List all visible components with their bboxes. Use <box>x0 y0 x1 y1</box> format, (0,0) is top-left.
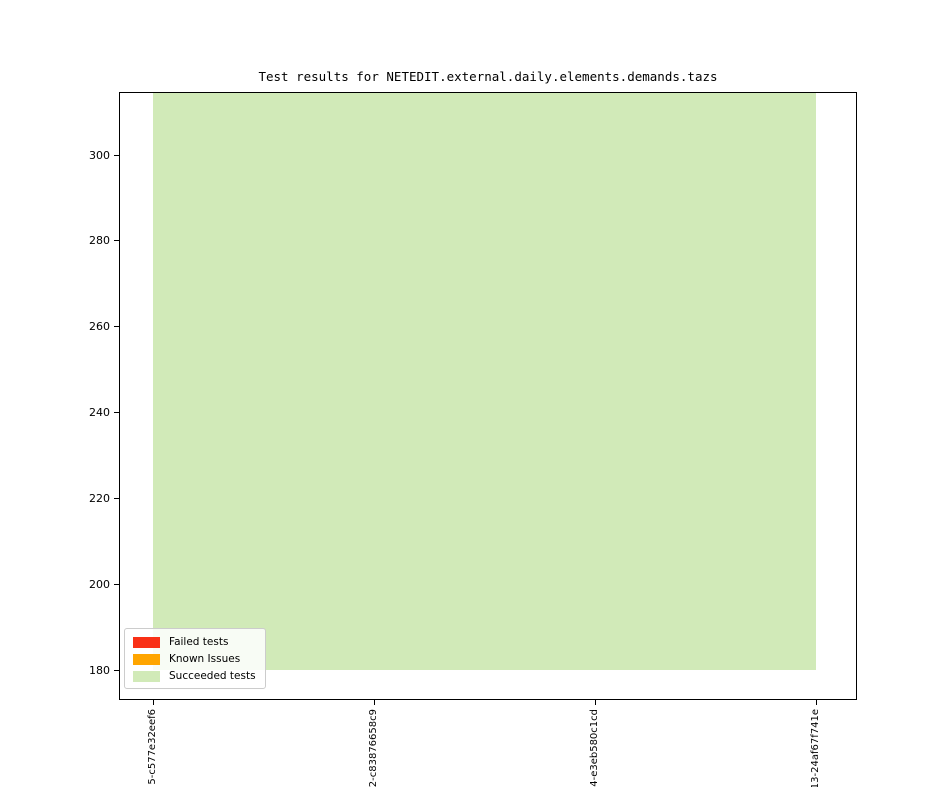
legend-label: Failed tests <box>169 636 229 648</box>
legend-swatch-known-issues <box>133 653 160 665</box>
legend-label: Known Issues <box>169 653 241 665</box>
x-tick-label: 5-c577e32eef6 <box>147 709 158 785</box>
y-tick-mark <box>114 154 119 156</box>
x-tick-mark <box>152 700 154 705</box>
y-tick-mark <box>114 583 119 585</box>
chart-title: Test results for NETEDIT.external.daily.… <box>258 69 718 84</box>
y-tick-label: 180 <box>89 663 110 677</box>
area-succeeded-tests <box>153 93 816 670</box>
legend-label: Succeeded tests <box>169 670 256 682</box>
y-tick-mark <box>114 326 119 328</box>
legend-item: Succeeded tests <box>133 670 256 682</box>
y-tick-label: 200 <box>89 577 110 591</box>
y-tick-label: 220 <box>89 491 110 505</box>
x-tick-mark <box>373 700 375 705</box>
x-tick-label: 2-c83876658c9 <box>368 709 379 787</box>
legend: Failed tests Known Issues Succeeded tests <box>124 628 266 689</box>
plot-area <box>119 92 857 700</box>
x-tick-label: 4-e3eb580c1cd <box>589 709 600 787</box>
legend-swatch-succeeded-tests <box>133 670 160 682</box>
y-tick-mark <box>114 669 119 671</box>
y-tick-label: 240 <box>89 406 110 419</box>
y-tick-label: 260 <box>89 320 110 334</box>
y-tick-mark <box>114 240 119 242</box>
x-tick-label: 13-24af67f741e <box>810 709 821 787</box>
legend-swatch-failed-tests <box>133 636 160 648</box>
legend-item: Failed tests <box>133 636 256 648</box>
stacked-area-chart <box>153 93 816 670</box>
y-tick-label: 300 <box>89 148 110 162</box>
x-tick-mark <box>815 700 817 705</box>
y-tick-mark <box>114 412 119 413</box>
x-tick-mark <box>594 700 596 705</box>
y-tick-mark <box>114 497 119 499</box>
legend-item: Known Issues <box>133 653 256 665</box>
y-tick-label: 280 <box>89 234 110 248</box>
